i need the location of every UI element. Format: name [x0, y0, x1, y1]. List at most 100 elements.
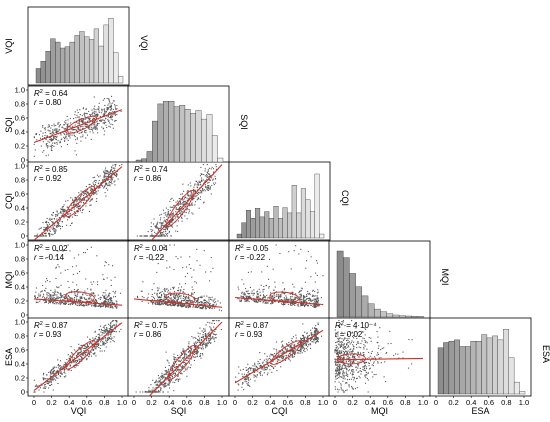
data-point [254, 365, 255, 366]
data-point [77, 296, 78, 297]
histogram-bar [287, 213, 292, 238]
data-point [110, 325, 111, 326]
data-point [115, 296, 116, 297]
data-point [209, 300, 210, 301]
data-point [115, 166, 116, 167]
data-point [199, 340, 200, 341]
data-point [182, 211, 183, 212]
data-point [185, 206, 186, 207]
data-point [114, 341, 115, 342]
data-point [95, 129, 96, 130]
data-point [158, 290, 159, 291]
data-point [110, 322, 111, 323]
data-point [100, 341, 101, 342]
data-point [108, 126, 109, 127]
data-point [112, 116, 113, 117]
data-point [189, 196, 190, 197]
data-point [314, 296, 315, 297]
data-point [51, 382, 52, 383]
data-point [200, 199, 201, 200]
data-point [116, 176, 117, 177]
data-point [178, 204, 179, 205]
data-point [239, 300, 240, 301]
data-point [101, 340, 102, 341]
data-point [167, 228, 168, 229]
data-point [165, 304, 166, 305]
data-point [294, 298, 295, 299]
data-point [92, 337, 93, 338]
data-point [155, 226, 156, 227]
data-point [263, 291, 264, 292]
data-point [154, 218, 155, 219]
data-point [57, 222, 58, 223]
data-point [109, 185, 110, 186]
data-point [100, 331, 101, 332]
data-point [279, 299, 280, 300]
histogram-bar [251, 218, 256, 238]
data-point [59, 266, 60, 267]
data-point [43, 150, 44, 151]
histogram-bar [147, 151, 152, 162]
data-point [164, 220, 165, 221]
data-point [112, 321, 113, 322]
data-point [97, 120, 98, 121]
data-point [174, 367, 175, 368]
data-point [59, 142, 60, 143]
data-point [197, 339, 198, 340]
data-point [176, 209, 177, 210]
data-point [35, 292, 36, 293]
data-point [208, 185, 209, 186]
data-point [297, 298, 298, 299]
data-point [96, 180, 97, 181]
data-point [306, 344, 307, 345]
histogram-bar [405, 316, 411, 317]
data-point [79, 305, 80, 306]
data-point [182, 204, 183, 205]
data-point [184, 215, 185, 216]
data-point [64, 294, 65, 295]
data-point [283, 300, 284, 301]
data-point [94, 347, 95, 348]
data-point [89, 201, 90, 202]
data-point [76, 207, 77, 208]
data-point [97, 132, 98, 133]
data-point [75, 150, 76, 151]
data-point [248, 379, 249, 380]
data-point [187, 203, 188, 204]
data-point [48, 233, 49, 234]
histogram-bar [399, 316, 405, 317]
data-point [103, 327, 104, 328]
data-point [89, 114, 90, 115]
data-point [165, 221, 166, 222]
data-point [47, 292, 48, 293]
data-point [199, 347, 200, 348]
data-point [58, 129, 59, 130]
data-point [98, 298, 99, 299]
data-point [96, 346, 97, 347]
data-point [160, 387, 161, 388]
data-point [183, 357, 184, 358]
data-point [106, 109, 107, 110]
data-point [174, 295, 175, 296]
data-point [165, 374, 166, 375]
data-point [276, 370, 277, 371]
data-point [50, 385, 51, 386]
data-point [41, 227, 42, 228]
data-point [69, 250, 70, 251]
data-point [87, 135, 88, 136]
data-point [89, 120, 90, 121]
data-point [156, 225, 157, 226]
data-point [307, 349, 308, 350]
data-point [170, 199, 171, 200]
data-point [186, 209, 187, 210]
data-point [180, 290, 181, 291]
data-point [211, 257, 212, 258]
data-point [317, 263, 318, 264]
data-point [43, 296, 44, 297]
data-point [103, 114, 104, 115]
data-point [248, 300, 249, 301]
data-point [137, 235, 138, 236]
data-point [104, 105, 105, 106]
data-point [34, 391, 35, 392]
data-point [180, 206, 181, 207]
